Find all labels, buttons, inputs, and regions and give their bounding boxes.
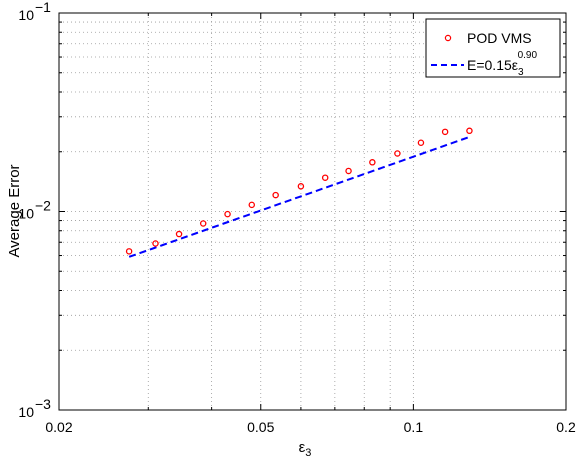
plot-frame [58,12,567,411]
y-tick-label-exponent: −3 [35,396,51,412]
legend-label-pod-vms: POD VMS [467,30,532,46]
data-point [466,127,473,135]
legend-label-fit: E=0.15ε30.90 [467,50,537,78]
data-point [224,210,231,218]
data-point [175,230,183,238]
y-tick-label-exponent: −2 [35,198,51,214]
fit-line [128,135,470,258]
data-point [321,174,329,181]
data-point [345,167,352,175]
x-axis-label: ε3 [299,439,312,459]
x-tick-label: 0.2 [556,419,576,435]
data-point [152,240,159,247]
x-tick-label: 0.1 [404,419,424,435]
tick-labels: 0.02 0.05 0.1 0.210−310−210−1 [18,0,576,435]
series-layer [125,127,473,258]
legend-box [425,18,561,78]
legend: POD VMS E=0.15ε30.90 [425,18,561,78]
data-point [199,220,207,227]
data-point [248,201,256,209]
data-point [417,139,425,146]
data-point [394,150,401,157]
data-point [125,248,133,255]
y-tick-label: 10 [18,404,34,420]
data-point [272,191,279,199]
data-point [297,183,305,190]
legend-marker-pod-vms [444,34,452,42]
y-tick-label: 10 [18,7,34,23]
y-tick-label-exponent: −1 [35,0,51,15]
data-point [441,128,449,136]
grid [59,13,566,410]
x-tick-label: 0.02 [45,419,72,435]
x-tick-label: 0.05 [247,419,274,435]
data-point [369,159,376,166]
y-tick-label: 10 [18,206,34,222]
y-axis-label: Average Error [6,164,23,257]
